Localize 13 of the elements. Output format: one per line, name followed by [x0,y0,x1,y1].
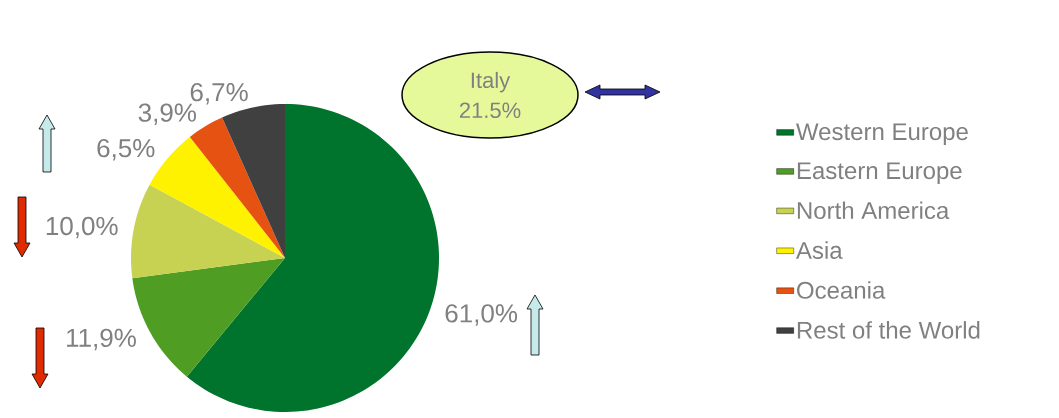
legend-label: Eastern Europe [797,162,962,184]
data-label: 11,9% [67,328,136,351]
data-label: 3,9% [138,103,196,125]
legend-label: Asia [795,241,843,259]
data-label: 10,0% [46,216,118,239]
data-label: 61,0% [445,304,518,326]
legend-label: Oceania [797,281,886,299]
data-label: 6,5% [97,138,155,161]
text: Italy 21.5% [459,71,521,119]
legend-label: North America [797,201,950,220]
legend-label: Western Europe [796,123,968,145]
data-label: 6,7% [190,82,248,105]
legend-label: Rest of the World [797,321,980,339]
